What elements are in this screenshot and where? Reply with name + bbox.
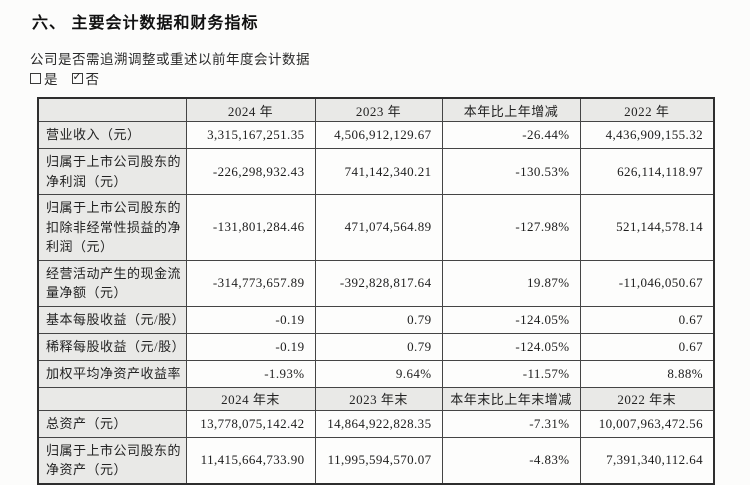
value-cell-change: -130.53% [441, 148, 581, 195]
option-yes: 是 [30, 68, 58, 88]
report-page: 六、 主要会计数据和财务指标 公司是否需追溯调整或重述以前年度会计数据 是 ✓ … [30, 15, 715, 485]
col-header-2023: 2023 年 [314, 97, 443, 122]
value-cell-change: -127.98% [441, 194, 581, 261]
table-row-net-profit: 归属于上市公司股东的净利润（元） -226,298,932.43 741,142… [37, 148, 715, 195]
table-header-row-year-end: 2024 年末 2023 年末 本年末比上年末增减 2022 年末 [37, 386, 715, 411]
value-cell-2022: 7,391,340,112.64 [579, 436, 715, 484]
option-no-label: 否 [85, 72, 100, 87]
table-row-basic-eps: 基本每股收益（元/股） -0.19 0.79 -124.05% 0.67 [37, 305, 715, 334]
row-label-cell: 加权平均净资产收益率 [37, 359, 187, 388]
option-no: ✓ 否 [71, 68, 100, 88]
table-row-net-assets: 归属于上市公司股东的净资产（元） 11,415,664,733.90 11,99… [37, 436, 715, 484]
row-label-cell: 归属于上市公司股东的净资产（元） [37, 436, 187, 484]
row-label-cell: 营业收入（元） [37, 121, 187, 149]
section-title: 六、 主要会计数据和财务指标 [32, 15, 259, 32]
value-cell-2022: 0.67 [579, 305, 715, 334]
value-cell-2023: 471,074,564.89 [314, 194, 443, 261]
value-cell-2023: -392,828,817.64 [314, 259, 443, 307]
table-header-row-annual: 2024 年 2023 年 本年比上年增减 2022 年 [37, 97, 715, 122]
col-header-year-end-change: 本年末比上年末增减 [441, 386, 581, 411]
restate-options: 是 ✓ 否 [30, 68, 99, 88]
value-cell-change: -124.05% [441, 305, 581, 334]
value-cell-2024: -1.93% [185, 359, 316, 388]
col-header-2023-end: 2023 年末 [314, 386, 443, 411]
table-row-revenue: 营业收入（元） 3,315,167,251.35 4,506,912,129.6… [37, 121, 715, 149]
value-cell-2024: -314,773,657.89 [185, 259, 316, 307]
corner-cell [37, 97, 187, 122]
row-label-cell: 归属于上市公司股东的扣除非经常性损益的净利润（元） [37, 194, 187, 261]
value-cell-2022: 626,114,118.97 [579, 148, 715, 195]
value-cell-2022: 4,436,909,155.32 [579, 121, 715, 149]
value-cell-change: -4.83% [441, 436, 581, 484]
value-cell-change: 19.87% [441, 259, 581, 307]
value-cell-change: -124.05% [441, 332, 581, 361]
table-row-weighted-avg-roe: 加权平均净资产收益率 -1.93% 9.64% -11.57% 8.88% [37, 359, 715, 388]
value-cell-2024: -0.19 [185, 305, 316, 334]
financial-indicators-table: 2024 年 2023 年 本年比上年增减 2022 年 营业收入（元） 3,3… [37, 97, 715, 485]
corner-cell [37, 386, 187, 411]
value-cell-2023: 9.64% [314, 359, 443, 388]
value-cell-2023: 11,995,594,570.07 [314, 436, 443, 484]
value-cell-2024: -131,801,284.46 [185, 194, 316, 261]
col-header-2024: 2024 年 [185, 97, 316, 122]
value-cell-2024: 11,415,664,733.90 [185, 436, 316, 484]
value-cell-2023: 741,142,340.21 [314, 148, 443, 195]
value-cell-2024: 3,315,167,251.35 [185, 121, 316, 149]
value-cell-change: -11.57% [441, 359, 581, 388]
value-cell-2022: -11,046,050.67 [579, 259, 715, 307]
value-cell-2023: 0.79 [314, 332, 443, 361]
table-row-diluted-eps: 稀释每股收益（元/股） -0.19 0.79 -124.05% 0.67 [37, 332, 715, 361]
row-label-cell: 基本每股收益（元/股） [37, 305, 187, 334]
option-yes-label: 是 [44, 72, 58, 87]
value-cell-2023: 4,506,912,129.67 [314, 121, 443, 149]
checkbox-checked-icon: ✓ [71, 69, 83, 84]
row-label-cell: 稀释每股收益（元/股） [37, 332, 187, 361]
restate-question: 公司是否需追溯调整或重述以前年度会计数据 [30, 52, 310, 67]
value-cell-2022: 0.67 [579, 332, 715, 361]
value-cell-2022: 521,144,578.14 [579, 194, 715, 261]
value-cell-2024: -0.19 [185, 332, 316, 361]
value-cell-2022: 8.88% [579, 359, 715, 388]
col-header-2022: 2022 年 [579, 97, 715, 122]
col-header-2024-end: 2024 年末 [185, 386, 316, 411]
value-cell-2024: -226,298,932.43 [185, 148, 316, 195]
checkbox-unchecked-icon [30, 72, 41, 84]
table-row-operating-cash-flow: 经营活动产生的现金流量净额（元） -314,773,657.89 -392,82… [37, 259, 715, 307]
value-cell-2023: 0.79 [314, 305, 443, 334]
value-cell-change: -26.44% [441, 121, 581, 149]
col-header-2022-end: 2022 年末 [579, 386, 715, 411]
row-label-cell: 经营活动产生的现金流量净额（元） [37, 259, 187, 307]
col-header-yoy-change: 本年比上年增减 [441, 97, 581, 122]
table-row-net-profit-excl-nonrecurring: 归属于上市公司股东的扣除非经常性损益的净利润（元） -131,801,284.4… [37, 194, 715, 261]
row-label-cell: 归属于上市公司股东的净利润（元） [37, 148, 187, 195]
